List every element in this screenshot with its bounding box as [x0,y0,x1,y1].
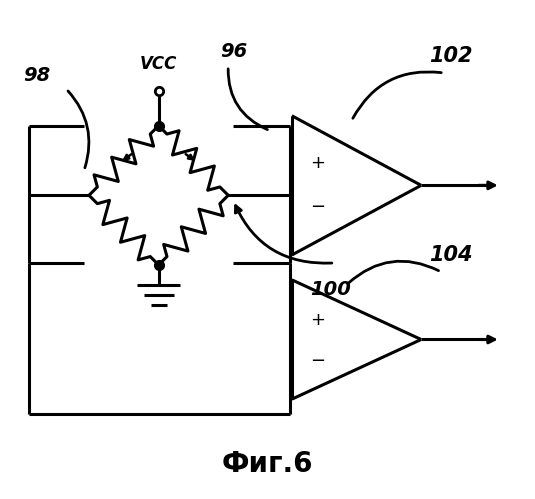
Text: +: + [310,155,325,173]
Text: −: − [310,352,325,370]
Text: Фиг.6: Фиг.6 [221,450,313,478]
Text: +: + [310,310,325,329]
Text: 102: 102 [429,46,472,66]
Text: 100: 100 [310,280,350,299]
Text: 98: 98 [24,66,51,85]
Text: −: − [310,198,325,216]
Text: VCC: VCC [140,55,177,73]
Text: 96: 96 [220,41,248,60]
Text: 104: 104 [429,245,472,265]
